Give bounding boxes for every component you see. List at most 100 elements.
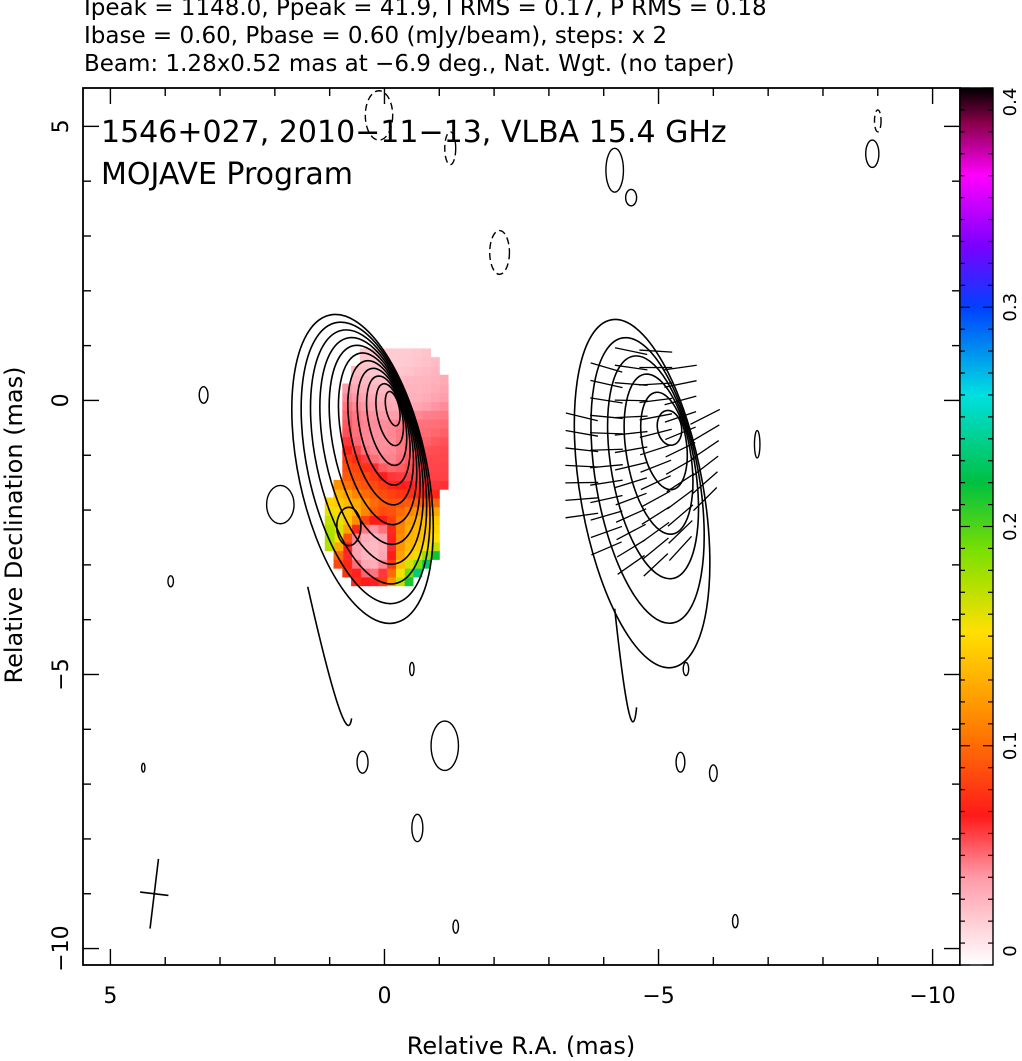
- evpa-vector: [643, 553, 669, 577]
- polarized-contour: [639, 391, 689, 491]
- fractional-polarization-pixel: [377, 409, 388, 420]
- fractional-polarization-pixel: [394, 427, 405, 438]
- fractional-polarization-pixel: [386, 532, 396, 543]
- header-line-1: Ipeak = 1148.0, Ppeak = 41.9, I RMS = 0.…: [84, 0, 767, 21]
- fractional-polarization-pixel: [386, 392, 396, 403]
- fractional-polarization-pixel: [438, 462, 449, 473]
- fractional-polarization-pixel: [386, 471, 396, 481]
- evpa-vector: [641, 506, 671, 525]
- evpa-vector: [615, 477, 648, 489]
- fractional-polarization-pixel: [377, 541, 388, 552]
- evpa-vector: [590, 432, 623, 435]
- fractional-polarization-pixel: [438, 471, 449, 481]
- noise-contours: [140, 90, 882, 934]
- x-tick-label: −10: [909, 984, 955, 1009]
- fractional-polarization-pixel: [377, 453, 388, 464]
- fractional-polarization-pixel: [324, 532, 335, 543]
- fractional-polarization-pixel: [377, 523, 388, 534]
- x-tick-label: 5: [103, 984, 117, 1009]
- evpa-vector: [642, 537, 669, 560]
- evpa-vector: [668, 520, 693, 544]
- fractional-polarization-pixel: [377, 436, 388, 446]
- fractional-polarization-pixel: [368, 348, 379, 359]
- fractional-polarization-pixel: [342, 515, 353, 525]
- fractional-polarization-pixel: [430, 497, 440, 508]
- evpa-vector: [614, 461, 648, 471]
- fractional-polarization-pixel: [351, 567, 361, 578]
- fractional-polarization-pixel: [377, 471, 388, 481]
- fractional-polarization-pixel: [430, 401, 440, 411]
- fractional-polarization-pixel: [403, 541, 414, 552]
- fractional-polarization-pixel: [359, 357, 370, 367]
- evpa-vectors: [565, 347, 721, 577]
- fractional-polarization-pixel: [359, 453, 370, 464]
- fractional-polarization-pixel: [351, 453, 361, 464]
- fractional-polarization-pixel: [368, 497, 379, 508]
- fractional-polarization-pixel: [377, 515, 388, 525]
- colorbar-tick-label: 0.4: [1000, 88, 1021, 117]
- fractional-polarization-pixel: [359, 392, 370, 403]
- y-tick-label: −5: [49, 658, 74, 690]
- fractional-polarization-pixel: [368, 479, 379, 490]
- noise-contour: [140, 762, 146, 773]
- fractional-polarization-pixel: [351, 392, 361, 403]
- fractional-polarization-pixel: [438, 418, 449, 429]
- noise-contour: [865, 139, 880, 169]
- fractional-polarization-pixel: [368, 365, 379, 376]
- fractional-polarization-pixel: [342, 427, 353, 438]
- noise-contour: [873, 109, 882, 133]
- evpa-vector: [666, 488, 695, 510]
- fractional-polarization-pixel: [421, 348, 432, 359]
- fractional-polarization-pixel: [351, 541, 361, 552]
- fractional-polarization-pixel: [403, 365, 414, 376]
- fractional-polarization-pixel: [412, 523, 423, 534]
- y-axis-label: Relative Declination (mas): [0, 366, 28, 683]
- noise-contour: [489, 229, 511, 276]
- stokes-i-contour: [375, 382, 405, 447]
- noise-contour: [731, 913, 739, 929]
- fractional-polarization-pixel: [430, 550, 440, 560]
- noise-contour: [430, 720, 460, 772]
- fractional-polarization-pixel: [368, 471, 379, 481]
- evpa-vector: [590, 362, 623, 373]
- fractional-polarization-pixel: [430, 436, 440, 446]
- header-line-2: Ibase = 0.60, Pbase = 0.60 (mJy/beam), s…: [84, 23, 668, 49]
- plot-frame: [82, 87, 961, 966]
- fractional-polarization-pixel: [368, 383, 379, 394]
- fractional-polarization-pixel: [359, 427, 370, 438]
- fractional-polarization-pixel: [421, 418, 432, 429]
- fractional-polarization-pixel: [377, 576, 388, 587]
- noise-contour: [605, 147, 625, 193]
- stokes-i-contour: [335, 506, 362, 547]
- fractional-polarization-pixel: [386, 550, 396, 560]
- evpa-vector: [692, 471, 718, 494]
- fractional-polarization-pixel: [403, 374, 414, 385]
- evpa-vector: [664, 395, 697, 406]
- fractional-polarization-pixel: [421, 365, 432, 376]
- stokes-i-contour: [365, 375, 408, 467]
- evpa-vector: [642, 521, 670, 543]
- fractional-polarization-pixel: [377, 392, 388, 403]
- fractional-polarization-pixel: [412, 453, 423, 464]
- fractional-polarization-pixel: [412, 550, 423, 560]
- evpa-vector: [639, 413, 673, 421]
- fractional-polarization-pixel: [368, 409, 379, 420]
- fractional-polarization-pixel: [412, 567, 423, 578]
- stokes-i-contour: [356, 367, 411, 486]
- evpa-vector: [565, 464, 599, 468]
- noise-contour: [675, 751, 686, 773]
- fractional-polarization-pixel: [386, 444, 396, 455]
- fractional-polarization-pixel: [438, 444, 449, 455]
- evpa-vector: [565, 497, 599, 502]
- fractional-polarization-pixel: [351, 550, 361, 560]
- fractional-polarization-pixel: [438, 374, 449, 385]
- fractional-polarization-pixel: [430, 357, 440, 367]
- fractional-polarization-pixel: [333, 523, 344, 534]
- fractional-polarization-pixel: [377, 444, 388, 455]
- colorbar-ticks: [960, 87, 993, 966]
- fractional-polarization-pixel: [351, 523, 361, 534]
- polarized-contour: [606, 355, 700, 580]
- fractional-polarization-pixel: [377, 558, 388, 569]
- evpa-vector: [590, 464, 623, 469]
- noise-contour: [408, 661, 415, 677]
